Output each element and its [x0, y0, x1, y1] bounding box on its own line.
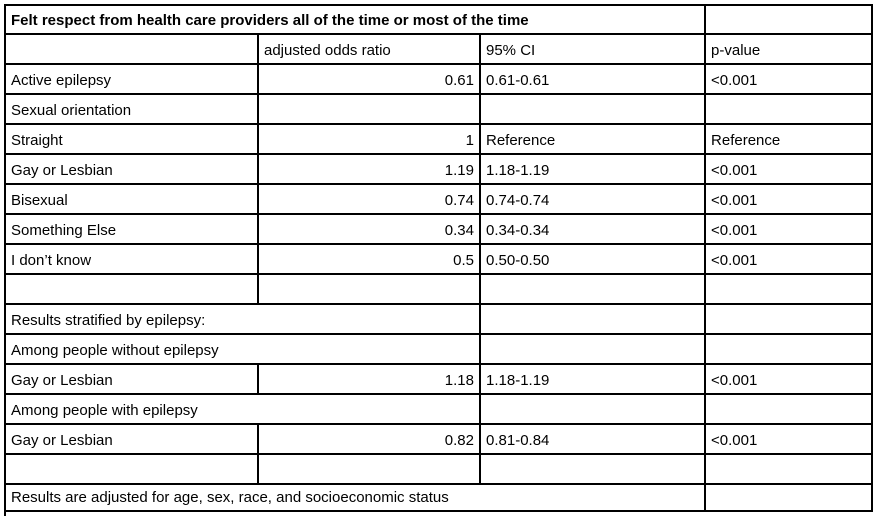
- empty-cell: [478, 273, 707, 305]
- empty-cell: [4, 273, 259, 305]
- row-bisexual: Bisexual 0.74 0.74-0.74 <0.001: [4, 183, 874, 215]
- empty-cell: [478, 303, 707, 335]
- gay-or-lesbian-without-label: Gay or Lesbian: [4, 363, 259, 395]
- row-title: Felt respect from health care providers …: [3, 4, 874, 35]
- gay-or-lesbian-label: Gay or Lesbian: [4, 153, 259, 185]
- gay-or-lesbian-with-ci: 0.81-0.84: [478, 423, 707, 455]
- row-gay-or-lesbian: Gay or Lesbian 1.19 1.18-1.19 <0.001: [4, 153, 874, 185]
- gay-or-lesbian-ci: 1.18-1.19: [478, 153, 707, 185]
- bisexual-pvalue: <0.001: [704, 183, 874, 215]
- row-stratified-section-header: Results stratified by epilepsy:: [4, 303, 874, 335]
- row-empty-1: [4, 273, 874, 305]
- i-dont-know-label: I don’t know: [4, 243, 259, 275]
- i-dont-know-pvalue: <0.001: [704, 243, 874, 275]
- results-table-container: Felt respect from health care providers …: [3, 4, 874, 516]
- row-gay-or-lesbian-without-epilepsy: Gay or Lesbian 1.18 1.18-1.19 <0.001: [4, 363, 874, 395]
- empty-cell: [704, 453, 874, 485]
- empty-cell: [478, 393, 707, 425]
- table-title: Felt respect from health care providers …: [3, 4, 707, 35]
- empty-cell: [704, 273, 874, 305]
- sexual-orientation-label: Sexual orientation: [4, 93, 259, 125]
- empty-cell: [4, 453, 259, 485]
- gay-or-lesbian-with-label: Gay or Lesbian: [4, 423, 259, 455]
- sexual-orientation-aor: [257, 93, 481, 125]
- straight-label: Straight: [4, 123, 259, 155]
- row-among-with-epilepsy: Among people with epilepsy: [4, 393, 874, 425]
- row-straight: Straight 1 Reference Reference: [4, 123, 874, 155]
- row-sexual-orientation: Sexual orientation: [4, 93, 874, 125]
- gay-or-lesbian-with-aor: 0.82: [257, 423, 481, 455]
- row-empty-2: [4, 453, 874, 485]
- title-spacer-cell: [704, 4, 874, 35]
- footnote-text: Results are adjusted for age, sex, race,…: [3, 483, 707, 512]
- row-something-else: Something Else 0.34 0.34-0.34 <0.001: [4, 213, 874, 245]
- sexual-orientation-ci: [478, 93, 707, 125]
- straight-aor: 1: [257, 123, 481, 155]
- empty-cell: [704, 303, 874, 335]
- gay-or-lesbian-without-aor: 1.18: [257, 363, 481, 395]
- header-95-ci: 95% CI: [478, 33, 707, 65]
- results-table: Felt respect from health care providers …: [3, 4, 874, 516]
- empty-cell: [478, 453, 707, 485]
- gay-or-lesbian-without-pvalue: <0.001: [704, 363, 874, 395]
- bisexual-aor: 0.74: [257, 183, 481, 215]
- gay-or-lesbian-aor: 1.19: [257, 153, 481, 185]
- something-else-ci: 0.34-0.34: [478, 213, 707, 245]
- row-gay-or-lesbian-with-epilepsy: Gay or Lesbian 0.82 0.81-0.84 <0.001: [4, 423, 874, 455]
- active-epilepsy-ci: 0.61-0.61: [478, 63, 707, 95]
- gay-or-lesbian-with-pvalue: <0.001: [704, 423, 874, 455]
- row-i-dont-know: I don’t know 0.5 0.50-0.50 <0.001: [4, 243, 874, 275]
- stratified-section-label: Results stratified by epilepsy:: [4, 303, 481, 335]
- row-among-without-epilepsy: Among people without epilepsy: [4, 333, 874, 365]
- something-else-aor: 0.34: [257, 213, 481, 245]
- empty-cell: [257, 453, 481, 485]
- among-with-epilepsy-label: Among people with epilepsy: [4, 393, 481, 425]
- active-epilepsy-label: Active epilepsy: [4, 63, 259, 95]
- i-dont-know-ci: 0.50-0.50: [478, 243, 707, 275]
- sexual-orientation-pvalue: [704, 93, 874, 125]
- row-footnote: Results are adjusted for age, sex, race,…: [3, 483, 874, 512]
- i-dont-know-aor: 0.5: [257, 243, 481, 275]
- header-adjusted-odds-ratio: adjusted odds ratio: [257, 33, 481, 65]
- footnote-spacer-cell: [704, 483, 874, 512]
- row-active-epilepsy: Active epilepsy 0.61 0.61-0.61 <0.001: [4, 63, 874, 95]
- gay-or-lesbian-without-ci: 1.18-1.19: [478, 363, 707, 395]
- straight-pvalue: Reference: [704, 123, 874, 155]
- empty-cell: [257, 273, 481, 305]
- gay-or-lesbian-pvalue: <0.001: [704, 153, 874, 185]
- header-p-value: p-value: [704, 33, 874, 65]
- among-without-epilepsy-label: Among people without epilepsy: [4, 333, 481, 365]
- something-else-label: Something Else: [4, 213, 259, 245]
- bisexual-label: Bisexual: [4, 183, 259, 215]
- active-epilepsy-pvalue: <0.001: [704, 63, 874, 95]
- active-epilepsy-aor: 0.61: [257, 63, 481, 95]
- something-else-pvalue: <0.001: [704, 213, 874, 245]
- row-column-headers: adjusted odds ratio 95% CI p-value: [4, 33, 874, 65]
- empty-cell: [478, 333, 707, 365]
- bisexual-ci: 0.74-0.74: [478, 183, 707, 215]
- straight-ci: Reference: [478, 123, 707, 155]
- empty-cell: [704, 333, 874, 365]
- header-blank-cell: [4, 33, 259, 65]
- empty-cell: [704, 393, 874, 425]
